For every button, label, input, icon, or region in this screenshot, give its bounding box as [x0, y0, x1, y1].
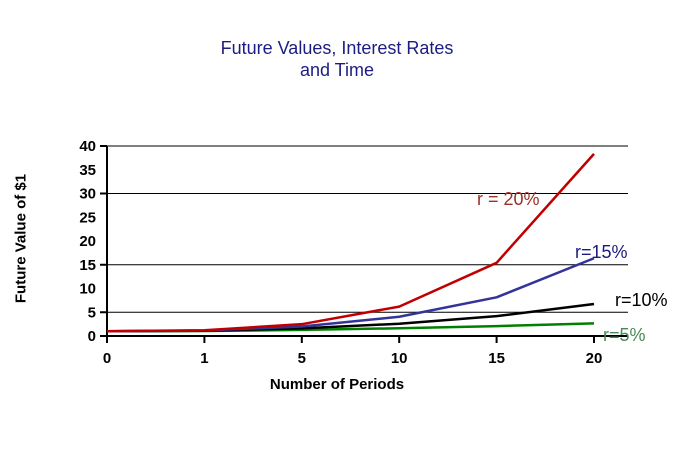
x-tick-label-5: 5	[298, 350, 306, 367]
series-label-r20: r = 20%	[477, 189, 540, 209]
y-tick-label-15: 15	[79, 257, 96, 274]
x-tick-label-10: 10	[391, 350, 408, 367]
series-line-r10	[106, 302, 595, 333]
y-tick-label-25: 25	[79, 209, 96, 226]
x-tick-label-15: 15	[488, 350, 505, 367]
x-tick-label-1: 1	[200, 350, 208, 367]
y-tick-label-0: 0	[88, 328, 96, 345]
x-axis-title: Number of Periods	[269, 376, 405, 393]
chart-title-line2: and Time	[299, 60, 375, 80]
chart-title: Future Values, Interest Rates and Time	[107, 37, 567, 81]
series-label-r10: r=10%	[615, 290, 668, 310]
y-tick-label-35: 35	[79, 162, 96, 179]
x-tick-label-0: 0	[103, 350, 111, 367]
y-tick-label-20: 20	[79, 233, 96, 250]
y-tick-label-5: 5	[88, 304, 96, 321]
chart-title-line1: Future Values, Interest Rates	[220, 38, 454, 58]
series-line-r15	[106, 257, 595, 333]
y-tick-label-30: 30	[79, 186, 96, 203]
series-label-r5: r=5%	[603, 325, 646, 345]
series-label-r15: r=15%	[575, 242, 628, 262]
y-tick-label-40: 40	[79, 138, 96, 155]
x-tick-label-20: 20	[586, 350, 603, 367]
y-tick-label-10: 10	[79, 281, 96, 298]
series-line-r20	[106, 153, 595, 333]
